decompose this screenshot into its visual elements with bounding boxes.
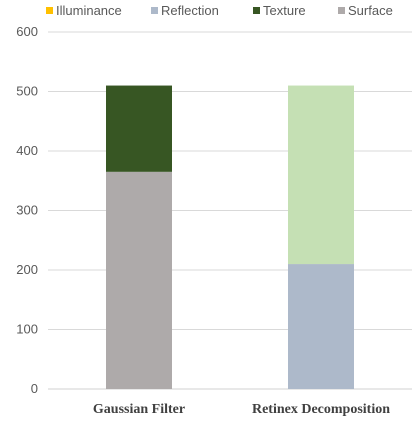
y-tick-label-200: 200 — [16, 262, 38, 277]
legend-label-surface: Surface — [348, 3, 393, 18]
legend-label-illuminance: Illuminance — [56, 3, 122, 18]
y-tick-label-300: 300 — [16, 203, 38, 218]
bar-gaussian-filter-texture — [106, 85, 172, 172]
bars — [106, 85, 354, 389]
x-axis: Gaussian Filter Retinex Decomposition — [93, 402, 390, 417]
y-tick-label-100: 100 — [16, 322, 38, 337]
gridlines — [48, 31, 412, 390]
y-tick-label-400: 400 — [16, 143, 38, 158]
y-tick-label-600: 600 — [16, 24, 38, 39]
legend: Illuminance Reflection Texture Surface — [46, 3, 393, 18]
bar-retinex-decomposition-illuminance — [288, 85, 354, 265]
legend-swatch-texture — [253, 7, 260, 14]
x-category-label-retinex-decomposition: Retinex Decomposition — [252, 402, 390, 417]
legend-label-texture: Texture — [263, 3, 306, 18]
y-axis: 0 100 200 300 400 500 600 — [16, 24, 38, 396]
legend-swatch-surface — [338, 7, 345, 14]
bar-gaussian-filter-surface — [106, 171, 172, 389]
legend-swatch-illuminance — [46, 7, 53, 14]
bar-retinex-decomposition-reflection — [288, 264, 354, 389]
x-category-label-gaussian-filter: Gaussian Filter — [93, 402, 185, 417]
legend-swatch-reflection — [151, 7, 158, 14]
y-tick-label-0: 0 — [31, 381, 38, 396]
y-tick-label-500: 500 — [16, 84, 38, 99]
legend-label-reflection: Reflection — [161, 3, 219, 18]
